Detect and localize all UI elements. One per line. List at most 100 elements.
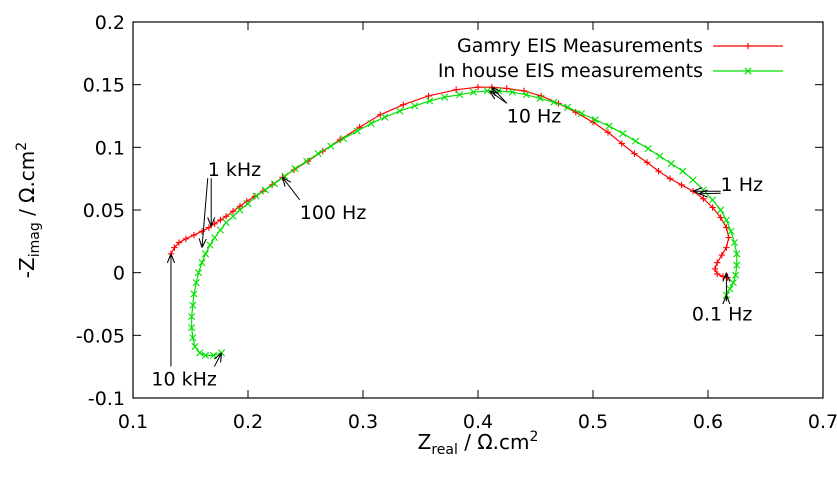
data-point [381,113,389,121]
data-point [211,233,219,242]
data-point [201,250,210,258]
data-point [522,91,530,99]
data-point [723,224,730,231]
data-point [189,334,197,342]
data-point [236,203,244,210]
data-point [729,279,737,287]
annotation: 1 Hz [693,174,763,196]
y-tick-label: -0.05 [76,325,125,347]
y-tick-label: 0.15 [83,75,125,97]
data-point [618,140,625,147]
x-tick-label: 0.3 [348,411,378,433]
data-point [270,180,279,188]
data-point [718,251,725,259]
annotation-label: 0.1 Hz [692,303,753,325]
data-point [503,85,510,92]
data-point [727,227,735,235]
annotation: 100 Hz [283,177,367,224]
data-point [469,88,477,96]
annotation-label: 1 Hz [721,174,763,196]
x-tick-label: 0.4 [463,411,493,433]
data-point [722,216,730,224]
data-point [198,228,206,235]
data-point [411,102,419,110]
data-point [353,127,361,135]
legend-marker-point [744,67,752,75]
annotation-label: 100 Hz [300,202,367,224]
series-1 [188,87,741,359]
annotation-layer: 10 Hz 1 kHz 100 Hz 1 Hz 0.1 Hz 10 kHz [151,87,763,390]
data-point [190,231,198,239]
series-line [191,90,738,356]
x-axis-label: Zreal / Ω.cm2 [418,429,539,458]
data-point [206,241,214,249]
data-point [244,200,252,208]
data-point [188,312,196,321]
legend-marker-point [744,42,752,50]
data-point [192,279,200,287]
series-0 [167,83,732,281]
data-point [252,192,260,200]
data-point [605,122,613,130]
data-point [733,250,741,258]
data-point [251,193,259,200]
axis-tick-labels: 0.1 0.2 0.3 0.4 0.5 0.6 0.7 -0.1 -0.05 0 0.05 0.1 0.… [76,12,837,433]
data-point [508,88,517,96]
data-point [191,343,199,351]
data-point [714,259,721,266]
data-point [229,212,237,220]
data-point [196,349,204,357]
x-tick-label: 0.5 [578,411,608,433]
data-point [631,137,640,145]
legend-marker-inhouse [744,67,752,75]
data-point [182,235,190,243]
series-line [170,86,730,279]
data-point [730,238,739,247]
y-tick-label: 0 [113,263,125,285]
data-point [666,175,674,182]
data-point [201,351,210,359]
data-point [291,165,299,173]
data-point [619,129,627,138]
y-tick-label: -0.1 [88,388,125,410]
data-point [667,160,675,168]
plot-frame [132,21,824,399]
legend: Gamry EIS Measurements In house EIS meas… [438,35,783,82]
data-point [717,214,724,221]
annotation-arrow [202,178,209,247]
annotation: 10 Hz [490,87,562,127]
data-point [175,239,183,246]
legend-marker-gamry [744,42,752,50]
data-point [327,142,335,150]
data-point [194,269,203,277]
data-point [699,186,707,194]
annotation-label: 10 Hz [507,105,562,127]
y-tick-label: 0.1 [95,137,125,159]
annotation-label: 1 kHz [208,159,261,181]
data-point [678,181,685,189]
data-point [644,144,652,153]
data-point [604,129,612,136]
annotation-arrow [283,177,301,201]
data-point [723,244,730,251]
x-tick-label: 0.2 [233,411,263,433]
data-point [236,206,244,214]
data-point [536,94,544,103]
data-point [222,213,230,220]
data-point [550,98,558,106]
annotation: 10 kHz [151,253,221,390]
legend-entry-inhouse: In house EIS measurements [438,60,783,82]
data-point [229,208,237,215]
annotation-arrow [490,91,508,104]
y-tick-label: 0.2 [95,12,125,34]
data-point [222,218,230,227]
y-axis-label: -Zimag / Ω.cm2 [14,142,43,278]
data-point [456,91,464,99]
data-point [689,176,697,184]
data-point [216,226,224,234]
data-point [564,103,572,111]
data-point [425,92,432,100]
data-point [171,244,178,251]
data-point [631,150,638,157]
x-tick-label: 0.7 [808,411,837,433]
